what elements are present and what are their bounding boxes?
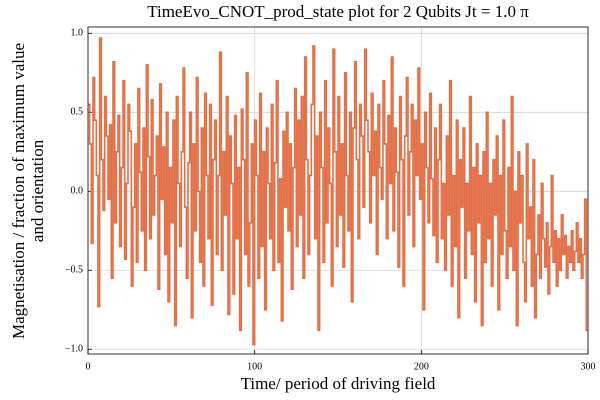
x-axis-label: Time/ period of driving field [241, 374, 436, 393]
x-tick-label: 100 [247, 361, 262, 372]
y-tick-label: −1.0 [65, 344, 83, 355]
x-tick-label: 300 [581, 361, 596, 372]
y-axis-label: and orientation [28, 139, 47, 242]
y-axis-label: Magnetisation / fraction of maximum valu… [9, 43, 28, 339]
plot-frame [87, 26, 589, 355]
chart-title: TimeEvo_CNOT_prod_state plot for 2 Qubit… [147, 2, 529, 21]
y-tick-label: 0.5 [71, 107, 84, 118]
x-tick-label: 200 [414, 361, 429, 372]
step-line [88, 37, 588, 346]
y-tick-label: −0.5 [65, 265, 83, 276]
y-tick-label: 0.0 [71, 186, 84, 197]
x-tick-label: 0 [86, 361, 91, 372]
y-tick-label: 1.0 [71, 28, 84, 39]
